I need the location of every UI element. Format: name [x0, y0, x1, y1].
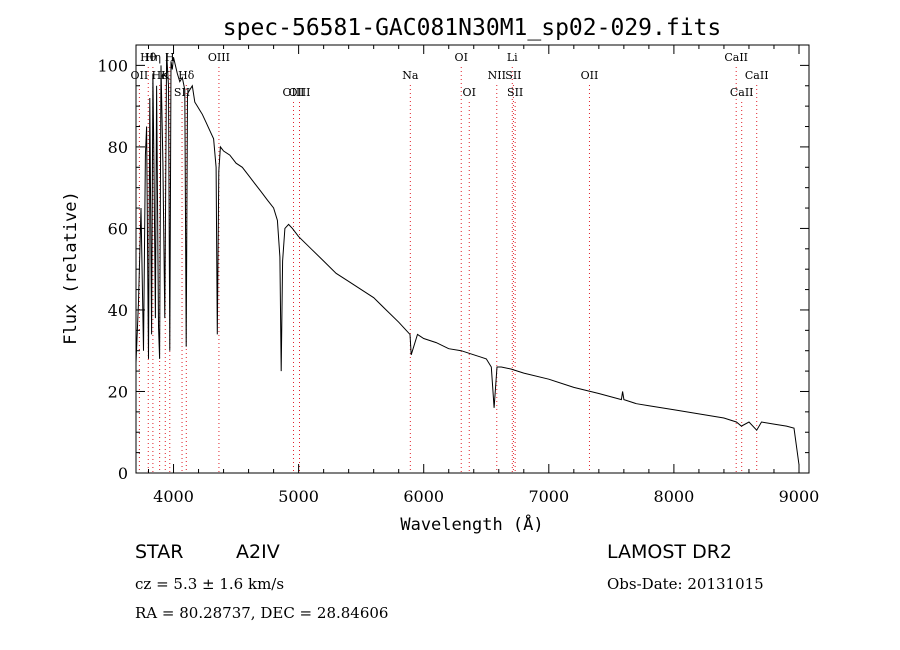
x-axis: 4000 5000 6000 7000 8000 9000: [148, 45, 820, 506]
x-tick-label: 6000: [403, 487, 444, 506]
plot-frame: [135, 44, 810, 474]
y-axis: 0 20 40 60 80 100: [97, 44, 809, 483]
y-tick-label: 40: [108, 301, 128, 320]
y-tick-label: 0: [118, 464, 128, 483]
x-tick-label: 8000: [654, 487, 695, 506]
line-label-k: K: [161, 69, 170, 82]
line-label-hη: Hη: [145, 51, 161, 64]
line-label-sii: SII: [507, 86, 523, 99]
x-tick-label: 9000: [779, 487, 820, 506]
x-axis-label: Wavelength (Å): [400, 513, 543, 535]
redshift-text: cz = 5.3 ± 1.6 km/s: [135, 575, 285, 593]
line-label-caii: CaII: [730, 86, 754, 99]
y-axis-label: Flux (relative): [61, 191, 81, 345]
line-label-caii: CaII: [745, 69, 769, 82]
line-label-sii: SII: [174, 86, 190, 99]
line-label-oiii: OIII: [288, 86, 310, 99]
line-label-he: He: [152, 69, 168, 82]
y-tick-label: 60: [108, 219, 128, 238]
line-label-li: Li: [507, 51, 518, 64]
line-label-hθ: Hθ: [140, 51, 157, 64]
line-label-oi: OI: [455, 51, 468, 64]
line-label-oi: OI: [463, 86, 476, 99]
y-tick-label: 80: [108, 138, 128, 157]
y-tick-label: 100: [97, 56, 128, 75]
spectrum-line: [135, 53, 800, 465]
line-label-nii: NII: [488, 69, 506, 82]
line-label-na: Na: [402, 69, 419, 82]
x-tick-label: 4000: [153, 487, 194, 506]
x-tick-label: 7000: [528, 487, 569, 506]
y-tick-label: 20: [108, 382, 128, 401]
coordinates: RA = 80.28737, DEC = 28.84606: [135, 604, 389, 622]
spectral-subclass: A2IV: [236, 541, 280, 563]
line-label-sii: SII: [505, 69, 521, 82]
obs-date: Obs-Date: 20131015: [607, 575, 764, 593]
line-label-h: H: [165, 51, 175, 64]
x-tick-label: 5000: [278, 487, 319, 506]
chart-title: spec-56581-GAC081N30M1_sp02-029.fits: [223, 15, 722, 41]
line-label-oii: OII: [581, 69, 599, 82]
spectral-line-markers: [138, 67, 758, 473]
line-label-oiii: OIII: [208, 51, 230, 64]
line-label-caii: CaII: [724, 51, 748, 64]
line-label-oii: OII: [131, 69, 149, 82]
survey-name: LAMOST DR2: [607, 541, 732, 563]
line-label-oiii: OIII: [282, 86, 304, 99]
object-type: STAR: [135, 541, 184, 563]
